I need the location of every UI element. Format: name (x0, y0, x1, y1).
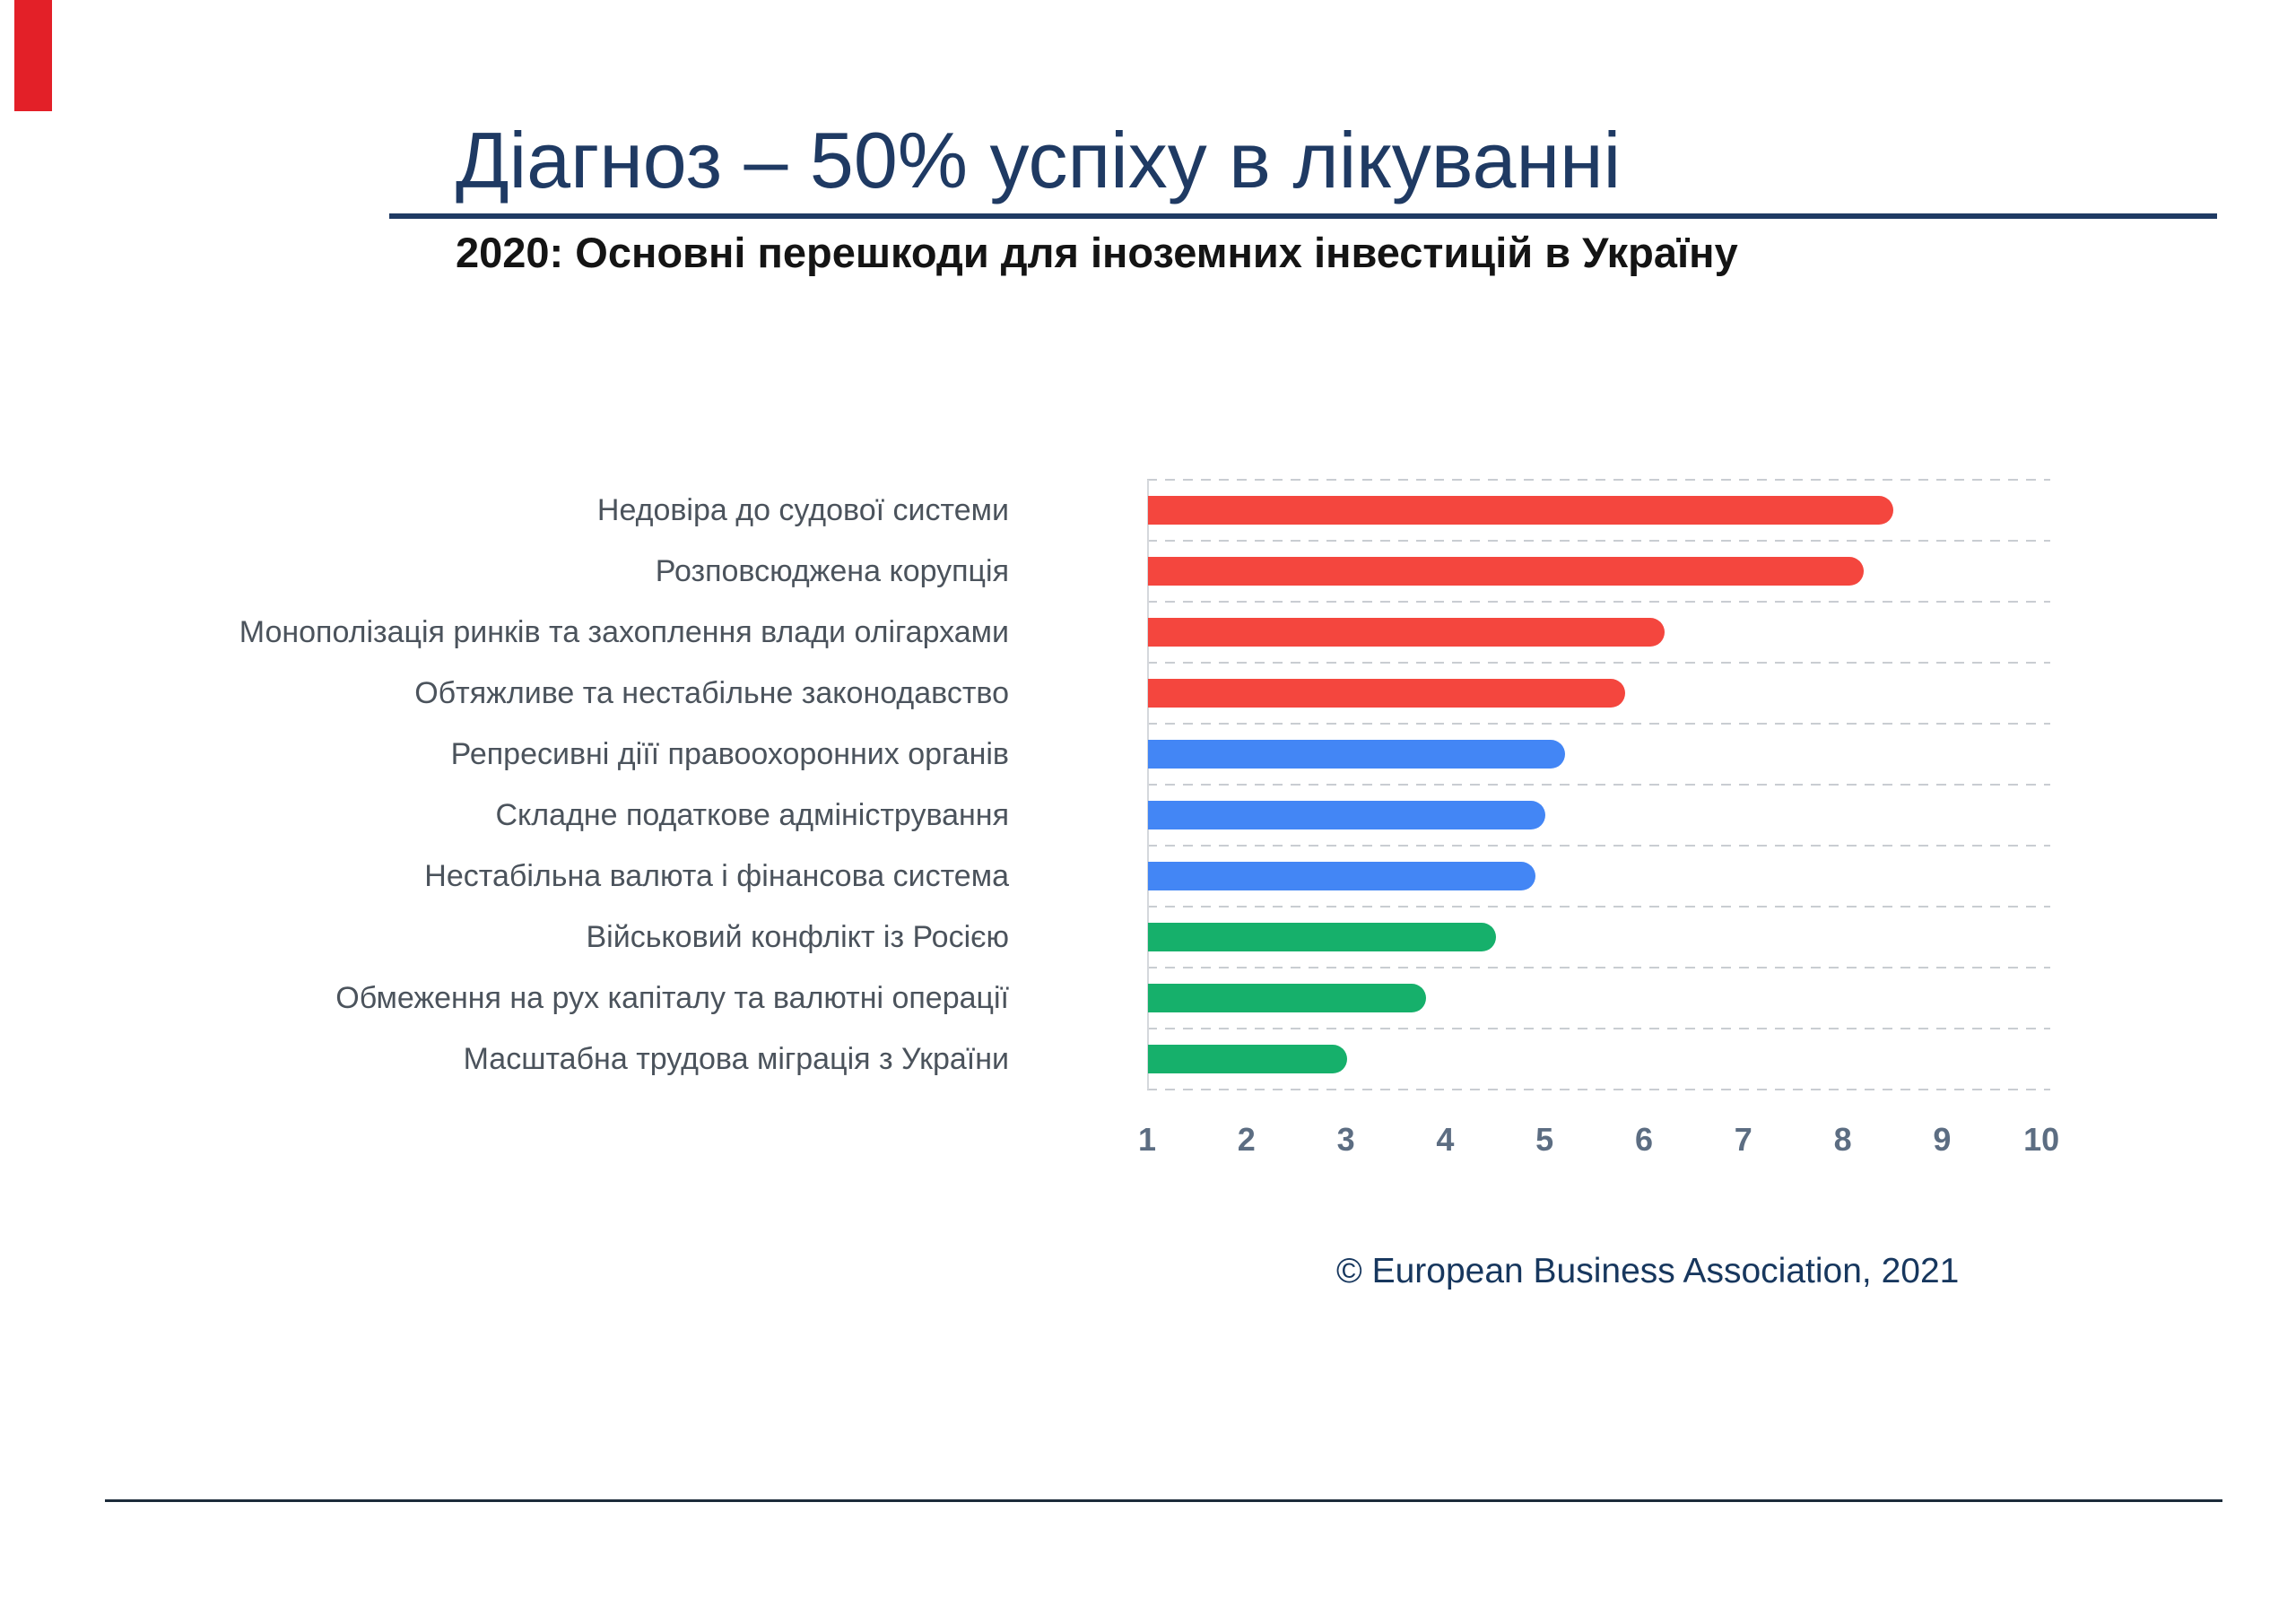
category-label: Масштабна трудова міграція з України (463, 1042, 1009, 1076)
bar (1148, 557, 1864, 586)
category-label: Обмеження на рух капіталу та валютні опе… (335, 981, 1009, 1015)
gridline (1147, 784, 2050, 786)
gridline (1147, 479, 2050, 481)
bar (1148, 923, 1496, 951)
bar (1148, 801, 1546, 829)
gridline (1147, 662, 2050, 664)
x-tick-label: 2 (1237, 1121, 1256, 1158)
x-tick-label: 9 (1933, 1121, 1952, 1158)
corner-accent-rectangle (14, 0, 52, 111)
bar (1148, 984, 1427, 1012)
x-tick-label: 5 (1535, 1121, 1554, 1158)
x-tick-label: 4 (1436, 1121, 1455, 1158)
bar (1148, 1045, 1347, 1073)
bar (1148, 679, 1625, 708)
category-label: Складне податкове адміністрування (495, 798, 1009, 832)
bar (1148, 862, 1536, 890)
bar (1148, 618, 1665, 647)
x-tick-label: 7 (1734, 1121, 1752, 1158)
x-tick-label: 10 (2023, 1121, 2060, 1158)
category-label: Військовий конфлікт із Росією (586, 920, 1009, 954)
x-tick-label: 1 (1137, 1121, 1157, 1158)
x-tick-label: 3 (1336, 1121, 1355, 1158)
category-label: Недовіра до судової системи (596, 493, 1009, 527)
gridline (1147, 1028, 2050, 1029)
slide-title: Діагноз – 50% успіху в лікуванні (456, 116, 1622, 204)
category-label: Монополізація ринків та захоплення влади… (239, 615, 1009, 649)
category-label: Нестабільна валюта і фінансова система (424, 859, 1009, 893)
chart-subtitle: 2020: Основні перешкоди для іноземних ін… (456, 229, 1738, 276)
gridline (1147, 601, 2050, 603)
x-tick-label: 8 (1833, 1121, 1852, 1158)
category-label: Обтяжливе та нестабільне законодавство (414, 676, 1009, 710)
gridline (1147, 540, 2050, 542)
gridline (1147, 1089, 2050, 1090)
gridline (1147, 845, 2050, 847)
title-underline-rule (389, 213, 2217, 219)
gridline (1147, 723, 2050, 725)
footer-rule (105, 1499, 2222, 1502)
bar (1148, 496, 1893, 525)
category-label: Репресивні діїї правоохоронних органів (450, 737, 1009, 771)
category-label: Розповсюджена корупція (655, 554, 1009, 588)
gridline (1147, 967, 2050, 968)
source-attribution: © European Business Association, 2021 (1336, 1252, 1960, 1290)
y-axis-line (1147, 480, 1149, 1090)
bar (1148, 740, 1566, 769)
x-tick-label: 6 (1634, 1121, 1654, 1158)
gridline (1147, 906, 2050, 908)
